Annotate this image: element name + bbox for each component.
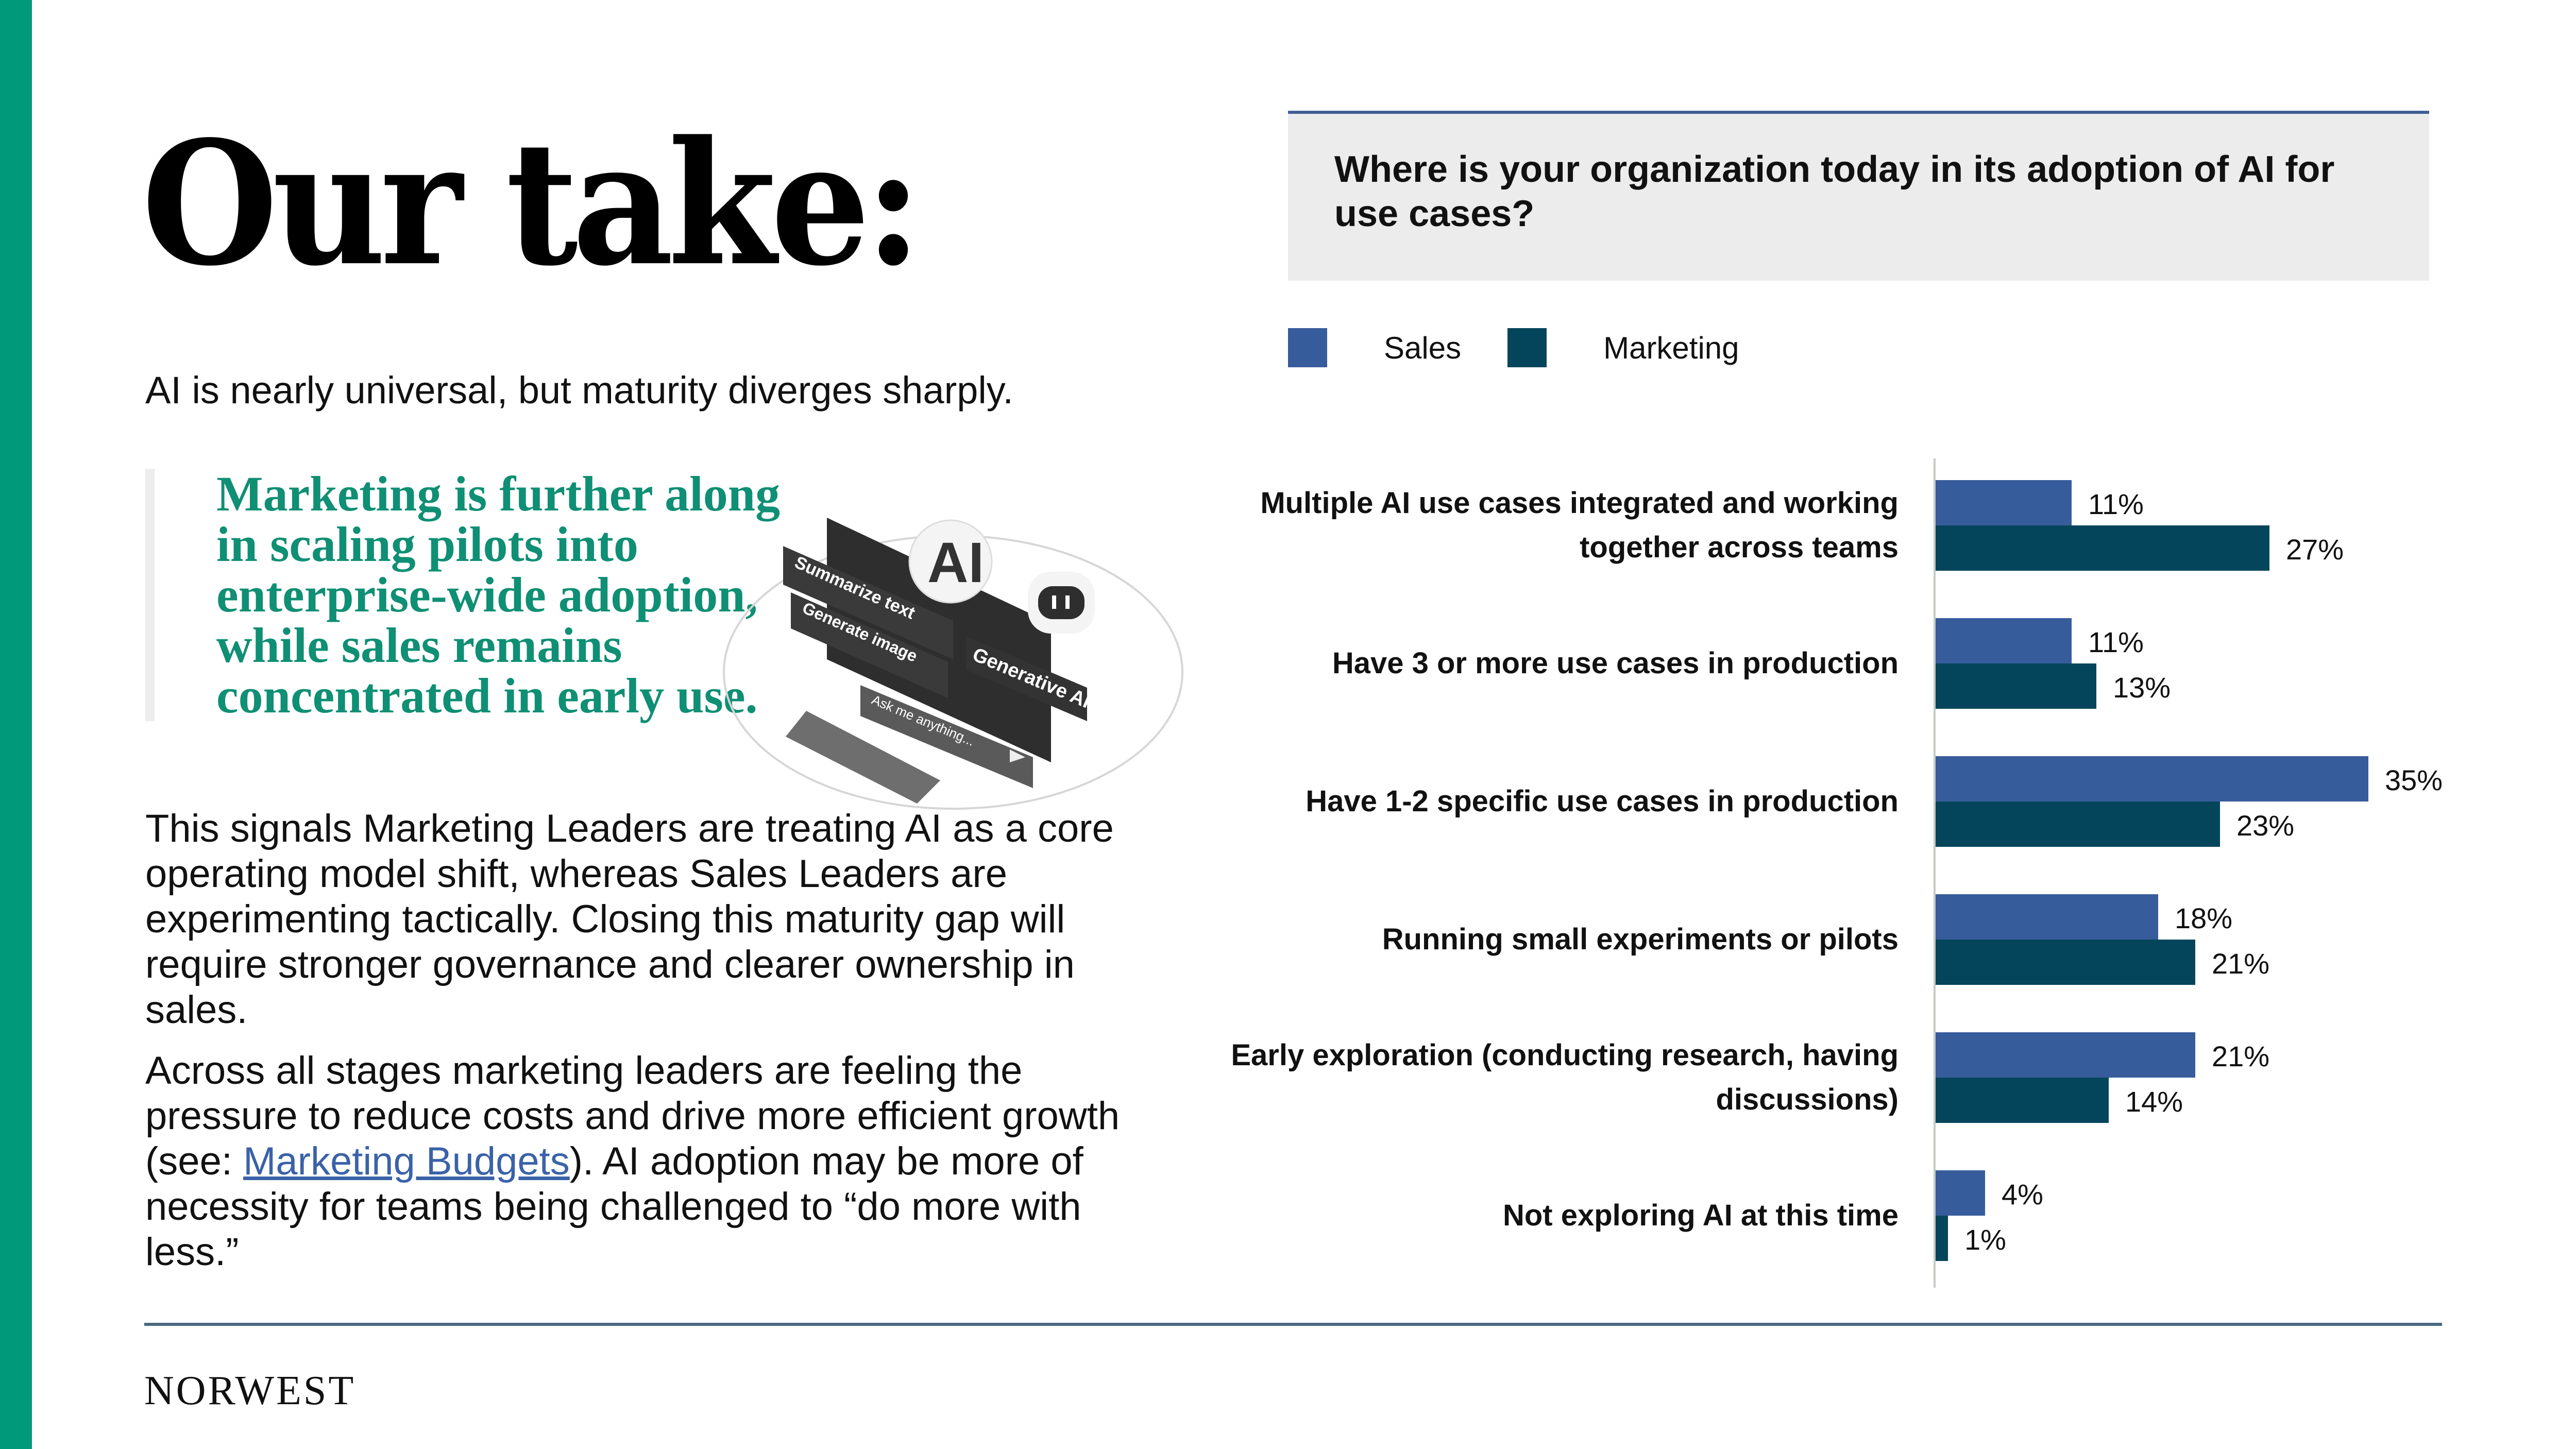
pull-quote-text: Marketing is further along in scaling pi… [216, 466, 781, 723]
bar-value-label: 21% [2212, 1040, 2270, 1072]
footer-divider [144, 1323, 2442, 1326]
svg-text:AI: AI [927, 531, 984, 594]
legend-swatch-sales [1288, 328, 1327, 367]
pull-quote: Marketing is further along in scaling pi… [145, 469, 824, 721]
bar-value-label: 14% [2125, 1085, 2183, 1118]
category-label: Early exploration (conducting research, … [1231, 1038, 1899, 1116]
marketing-bar [1936, 1216, 1948, 1261]
generative-ai-illustration: Summarize text Generate image AI Generat… [706, 495, 1216, 814]
bar-value-label: 11% [2088, 488, 2144, 520]
body-paragraph-2: Across all stages marketing leaders are … [145, 1048, 1150, 1275]
subtitle: AI is nearly universal, but maturity div… [145, 369, 1013, 412]
page-title: Our take: [142, 104, 922, 303]
marketing-budgets-link[interactable]: Marketing Budgets [243, 1139, 570, 1183]
bar-value-label: 27% [2286, 533, 2344, 566]
category-label: Have 3 or more use cases in production [1332, 646, 1899, 680]
bar-value-label: 23% [2236, 809, 2295, 842]
norwest-logo: NORWEST [144, 1368, 356, 1413]
ai-computer-icon: Summarize text Generate image AI Generat… [723, 518, 1183, 810]
sales-bar [1936, 1032, 2195, 1078]
chart-legend: Sales Marketing [1288, 327, 1786, 368]
sales-bar [1936, 894, 2158, 940]
legend-swatch-marketing [1507, 328, 1547, 367]
category-label: Multiple AI use cases integrated and wor… [1260, 486, 1899, 564]
bar-value-label: 4% [2002, 1178, 2043, 1211]
legend-label-marketing: Marketing [1603, 330, 1739, 365]
chart-title: Where is your organization today in its … [1334, 149, 2335, 234]
paragraph-text: Across all stages marketing leaders are … [145, 1049, 1120, 1183]
sales-bar [1936, 618, 2072, 663]
category-label: Running small experiments or pilots [1382, 923, 1899, 956]
chart-axis [1934, 458, 1936, 1288]
bar-value-label: 1% [1964, 1223, 2006, 1256]
sales-bar [1936, 480, 2072, 525]
bar-value-label: 13% [2113, 671, 2171, 704]
bar-value-label: 11% [2088, 626, 2144, 658]
marketing-bar [1936, 1078, 2109, 1123]
bar-value-label: 35% [2385, 764, 2443, 796]
sales-bar [1936, 1170, 1985, 1216]
accent-bar [0, 0, 32, 1449]
marketing-bar [1936, 525, 2269, 571]
marketing-bar [1936, 663, 2096, 709]
body-paragraph-1: This signals Marketing Leaders are treat… [145, 807, 1114, 1032]
sales-bar [1936, 756, 2368, 802]
category-label: Have 1-2 specific use cases in productio… [1306, 785, 1899, 818]
category-label: Not exploring AI at this time [1502, 1199, 1899, 1232]
bar-value-label: 18% [2175, 902, 2233, 934]
bar-value-label: 21% [2212, 947, 2270, 980]
legend-label-sales: Sales [1384, 330, 1462, 365]
marketing-bar [1936, 802, 2220, 847]
chart-question-header: Where is your organization today in its … [1288, 111, 2429, 281]
marketing-bar [1936, 940, 2195, 985]
paragraph-text: ). AI adoption may be more of necessity … [145, 1139, 1083, 1274]
